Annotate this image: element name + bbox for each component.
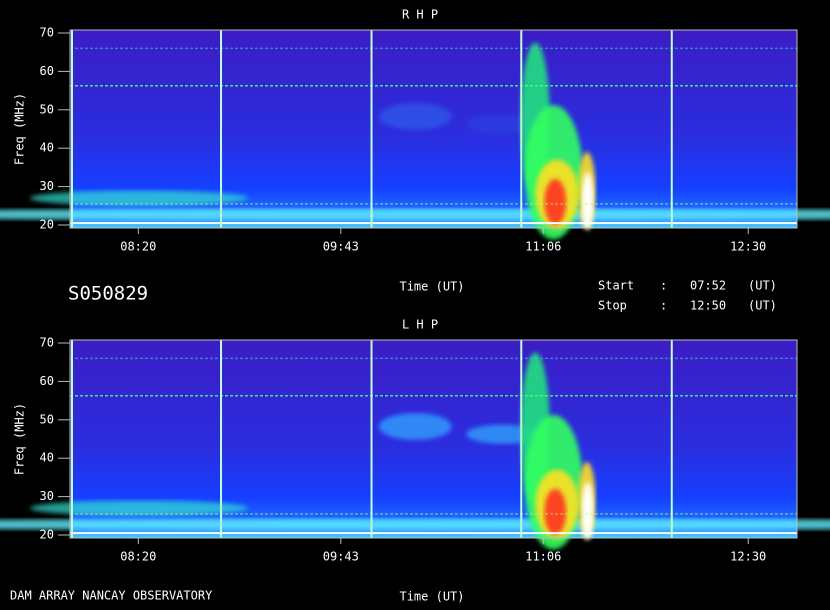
burst [30,500,249,516]
y-tick-label: 20 [40,528,54,542]
x-tick-label: 09:43 [323,550,359,564]
burst [544,178,567,226]
burst [378,103,452,130]
start-time: 07:52 [690,279,726,293]
y-tick-label: 70 [40,336,54,350]
stop-time: 12:50 [690,299,726,313]
x-tick-label: 11:06 [525,240,561,254]
y-tick-label: 60 [40,374,54,388]
x-tick-label: 12:30 [730,550,766,564]
spectrum [0,340,830,550]
unit: (UT) [748,279,777,293]
y-tick-label: 70 [40,26,54,40]
start-label: Start [598,279,634,293]
unit: (UT) [748,299,777,313]
y-tick-label: 50 [40,412,54,426]
burst [581,172,594,230]
y-axis-label: Freq (MHz) [13,403,27,475]
burst [544,488,567,535]
x-axis-label: Time (UT) [399,280,464,294]
x-tick-label: 09:43 [323,240,359,254]
x-axis-label: Time (UT) [399,590,464,604]
session-id: S050829 [68,283,148,305]
y-tick-label: 30 [40,179,54,193]
separator: : [660,299,667,313]
burst [0,518,830,531]
footer: DAM ARRAY NANCAY OBSERVATORY [10,589,213,603]
y-tick-label: 50 [40,102,54,116]
spectrum [0,30,830,240]
y-axis-label: Freq (MHz) [13,93,27,165]
panel-title: R H P [402,8,438,22]
separator: : [660,279,667,293]
x-tick-label: 08:20 [120,240,156,254]
burst [30,190,249,206]
y-tick-label: 40 [40,451,54,465]
x-tick-label: 12:30 [730,240,766,254]
y-tick-label: 40 [40,141,54,155]
x-tick-label: 11:06 [525,550,561,564]
burst [0,208,830,221]
y-tick-label: 20 [40,218,54,232]
plot-frame [69,339,798,539]
stop-label: Stop [598,299,627,313]
plot-frame [69,29,798,229]
burst [378,413,452,440]
burst [581,482,594,540]
y-tick-label: 30 [40,489,54,503]
panel-title: L H P [402,318,438,332]
x-tick-label: 08:20 [120,550,156,564]
y-tick-label: 60 [40,64,54,78]
